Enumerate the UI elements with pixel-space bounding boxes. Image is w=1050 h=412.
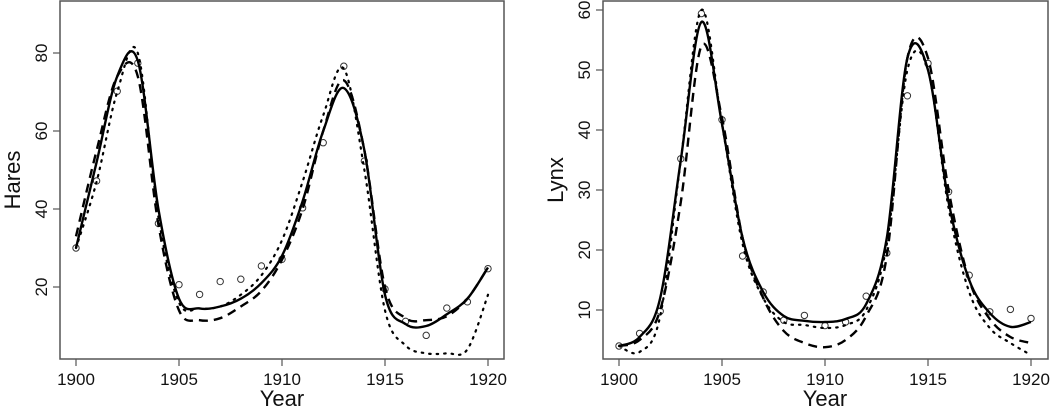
hares-x-ticks: 1900 1905 1910 1915 1920 [57, 359, 507, 389]
y-tick-label: 20 [575, 241, 594, 260]
fit-dotted-curve [617, 8, 1033, 357]
observed-point [738, 252, 747, 260]
hares-y-axis-title: Hares [0, 151, 25, 210]
observed-point [216, 277, 224, 286]
observed-point [175, 280, 183, 289]
observed-point [360, 157, 369, 165]
observed-point [443, 304, 451, 312]
lynx-y-ticks: 10 20 30 40 50 60 [575, 1, 603, 320]
x-tick-label: 1905 [160, 370, 198, 389]
lynx-y-axis-title: Lynx [543, 157, 568, 203]
y-tick-label: 80 [32, 44, 51, 63]
observed-point [257, 262, 266, 270]
observed-point [1006, 305, 1015, 314]
fit-solid-curve [618, 20, 1032, 348]
x-tick-label: 1915 [366, 370, 404, 389]
x-tick-label: 1910 [806, 370, 844, 389]
y-tick-label: 60 [575, 1, 594, 20]
x-tick-label: 1920 [1012, 370, 1050, 389]
lynx-series [615, 8, 1035, 357]
fit-dotted-curve [74, 45, 490, 356]
hares-x-axis-title: Year [260, 386, 304, 411]
observed-point [903, 92, 912, 100]
y-tick-label: 30 [575, 181, 594, 200]
x-tick-label: 1905 [703, 370, 741, 389]
fit-solid-curve [74, 50, 490, 329]
y-tick-label: 40 [32, 200, 51, 219]
lynx-x-axis-title: Year [803, 386, 847, 411]
observed-point [800, 311, 809, 320]
lynx-x-ticks: 1900 1905 1910 1915 1920 [600, 359, 1050, 389]
hares-series [72, 45, 492, 356]
fit-dashed-curve [618, 35, 1032, 349]
x-tick-label: 1900 [600, 370, 638, 389]
y-tick-label: 40 [575, 121, 594, 140]
observed-point [484, 264, 492, 273]
observed-point [195, 290, 204, 299]
y-tick-label: 10 [575, 301, 594, 320]
y-tick-label: 20 [32, 278, 51, 297]
y-tick-label: 60 [32, 122, 51, 141]
x-tick-label: 1910 [263, 370, 301, 389]
observed-point [1027, 314, 1035, 323]
x-tick-label: 1915 [909, 370, 947, 389]
hares-y-ticks: 20 40 60 80 [32, 44, 60, 297]
hares-chart-panel: 1900 1905 1910 1915 1920 20 40 60 80 Year Hares [0, 0, 507, 411]
lynx-chart-panel: 1900 1905 1910 1915 1920 10 20 30 40 50 60 Year L… [543, 0, 1050, 411]
observed-point [237, 275, 245, 283]
x-tick-label: 1900 [57, 370, 95, 389]
observed-point [986, 308, 994, 316]
observed-point [422, 331, 430, 340]
fit-dashed-curve [74, 61, 490, 323]
x-tick-label: 1920 [469, 370, 507, 389]
y-tick-label: 50 [575, 61, 594, 80]
